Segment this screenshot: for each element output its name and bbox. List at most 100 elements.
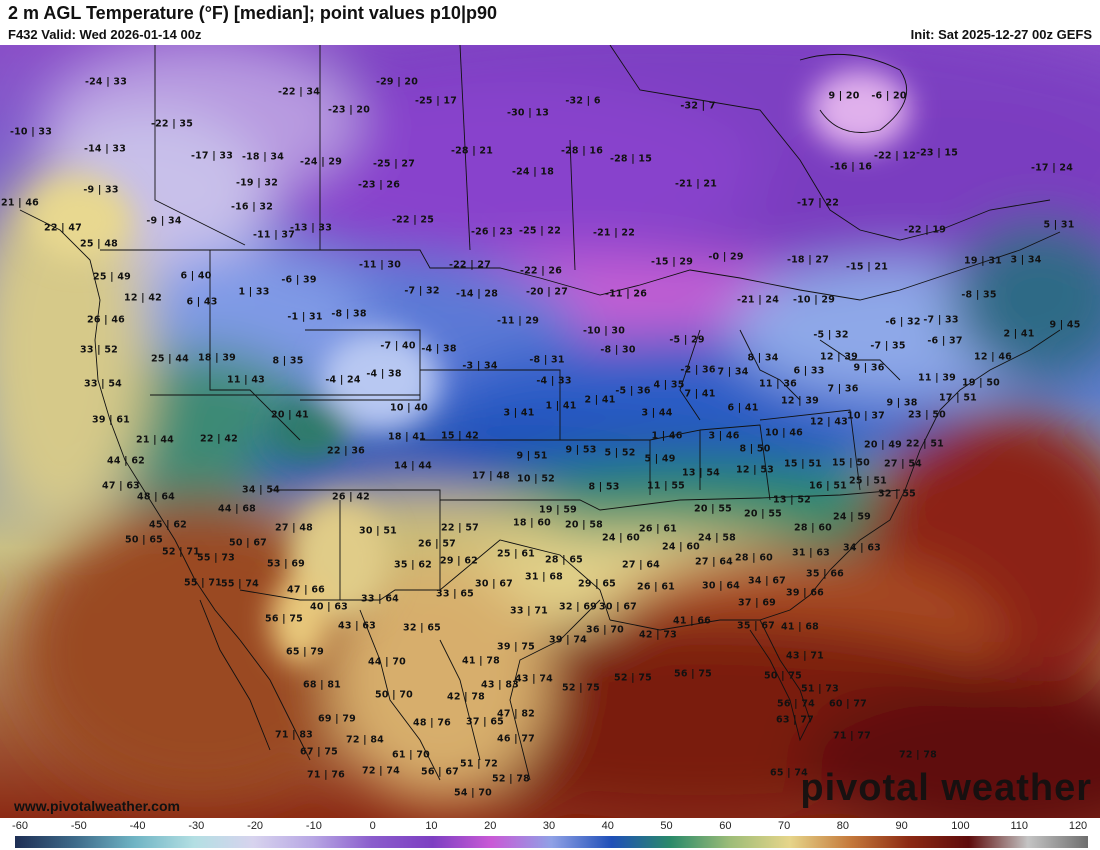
point-value: -23 | 20 (327, 104, 371, 116)
point-value: -25 | 27 (372, 158, 416, 170)
point-value: 6 | 43 (186, 296, 218, 308)
point-value: 11 | 39 (918, 372, 956, 384)
point-value: -14 | 28 (455, 288, 499, 300)
point-value: -24 | 29 (299, 156, 343, 168)
point-value: 16 | 51 (809, 480, 847, 492)
point-value: 46 | 77 (497, 733, 535, 745)
point-value: 56 | 74 (777, 698, 815, 710)
point-value: 19 | 50 (962, 377, 1000, 389)
point-value: 10 | 46 (765, 427, 803, 439)
point-value: -22 | 34 (277, 86, 321, 98)
point-value: -5 | 29 (669, 334, 705, 346)
point-value: 43 | 63 (338, 620, 376, 632)
point-value: -7 | 40 (380, 340, 416, 352)
point-value: 6 | 40 (180, 270, 212, 282)
point-value: 8 | 34 (747, 352, 779, 364)
point-value: 36 | 70 (586, 624, 624, 636)
point-value: 17 | 48 (472, 470, 510, 482)
color-scale-tick: 100 (951, 820, 970, 832)
point-value: 27 | 64 (695, 556, 733, 568)
point-value: 26 | 46 (87, 314, 125, 326)
point-value: 25 | 48 (80, 238, 118, 250)
point-value: 51 | 73 (801, 683, 839, 695)
temperature-map: -24 | 33 -29 | 20 -22 | 34 -25 | 17 -32 | 6 -… (0, 45, 1100, 818)
point-value: -10 | 29 (792, 294, 836, 306)
point-value: 3 | 44 (641, 407, 673, 419)
point-value: -15 | 21 (845, 261, 889, 273)
point-value: 48 | 76 (413, 717, 451, 729)
point-value: -28 | 15 (609, 153, 653, 165)
point-value: 18 | 41 (388, 431, 426, 443)
point-value: -5 | 32 (813, 329, 849, 341)
point-value: 2 | 41 (584, 394, 616, 406)
point-value: 44 | 62 (107, 455, 145, 467)
point-value: 7 | 34 (717, 366, 749, 378)
point-value: 11 | 55 (647, 480, 685, 492)
point-value: 26 | 61 (637, 581, 675, 593)
point-value: 72 | 84 (346, 734, 384, 746)
point-value: 10 | 52 (517, 473, 555, 485)
point-value: 31 | 68 (525, 571, 563, 583)
point-value: 15 | 50 (832, 457, 870, 469)
point-value: 5 | 31 (1043, 219, 1075, 231)
point-value: 55 | 74 (221, 578, 259, 590)
point-value: 5 | 49 (644, 453, 676, 465)
point-value: -23 | 15 (915, 147, 959, 159)
point-value: 20 | 49 (864, 439, 902, 451)
point-value: 30 | 64 (702, 580, 740, 592)
point-value: 50 | 67 (229, 537, 267, 549)
point-value: 34 | 67 (748, 575, 786, 587)
point-value: 21 | 46 (1, 197, 39, 209)
point-value: -4 | 24 (325, 374, 361, 386)
point-value: 67 | 75 (300, 746, 338, 758)
point-value: -11 | 30 (358, 259, 402, 271)
point-value: 22 | 36 (327, 445, 365, 457)
point-value: -8 | 30 (600, 344, 636, 356)
point-value: 15 | 51 (784, 458, 822, 470)
point-value: 29 | 65 (578, 578, 616, 590)
point-value: 41 | 66 (673, 615, 711, 627)
point-value: -17 | 33 (190, 150, 234, 162)
point-value: -24 | 18 (511, 166, 555, 178)
point-value: 10 | 40 (390, 402, 428, 414)
point-value: 1 | 41 (545, 400, 577, 412)
point-value: 34 | 54 (242, 484, 280, 496)
point-value: 3 | 46 (708, 430, 740, 442)
point-value: 39 | 66 (786, 587, 824, 599)
point-value: 39 | 75 (497, 641, 535, 653)
point-value: -25 | 17 (414, 95, 458, 107)
point-value: 51 | 72 (460, 758, 498, 770)
point-value: 11 | 36 (759, 378, 797, 390)
point-value: 34 | 63 (843, 542, 881, 554)
point-value: -18 | 27 (786, 254, 830, 266)
point-value: 20 | 55 (694, 503, 732, 515)
point-value: 7 | 41 (684, 388, 716, 400)
point-value: -6 | 39 (281, 274, 317, 286)
point-value: 6 | 33 (793, 365, 825, 377)
color-scale-tick: -60 (12, 820, 28, 832)
point-value: -21 | 21 (674, 178, 718, 190)
color-scale-tick: 30 (542, 820, 556, 832)
point-value: 23 | 50 (908, 409, 946, 421)
point-value: -21 | 22 (592, 227, 636, 239)
temperature-field (0, 45, 1100, 818)
point-value: 26 | 61 (639, 523, 677, 535)
color-scale-tick: 80 (836, 820, 849, 832)
point-value: 1 | 46 (651, 430, 683, 442)
website-label: www.pivotalweather.com (14, 798, 180, 814)
point-value: 39 | 61 (92, 414, 130, 426)
point-value: 33 | 65 (436, 588, 474, 600)
point-value: 47 | 66 (287, 584, 325, 596)
point-value: 43 | 71 (786, 650, 824, 662)
point-value: -22 | 12 (873, 150, 917, 162)
map-title: 2 m AGL Temperature (°F) [median]; point… (8, 3, 497, 23)
color-scale-ticks: -60 -50 -40 -30 -20 -10 0 10 20 30 40 50 60 70 80 90 100… (0, 818, 1100, 834)
point-value: 55 | 71 (184, 577, 222, 589)
point-value: 32 | 69 (559, 601, 597, 613)
point-value: 30 | 67 (599, 601, 637, 613)
brand-logo: pivotal weather (800, 767, 1092, 809)
point-value: -22 | 35 (150, 118, 194, 130)
point-value: -11 | 37 (252, 229, 296, 241)
point-value: -19 | 32 (235, 177, 279, 189)
color-scale-tick: 70 (777, 820, 791, 832)
